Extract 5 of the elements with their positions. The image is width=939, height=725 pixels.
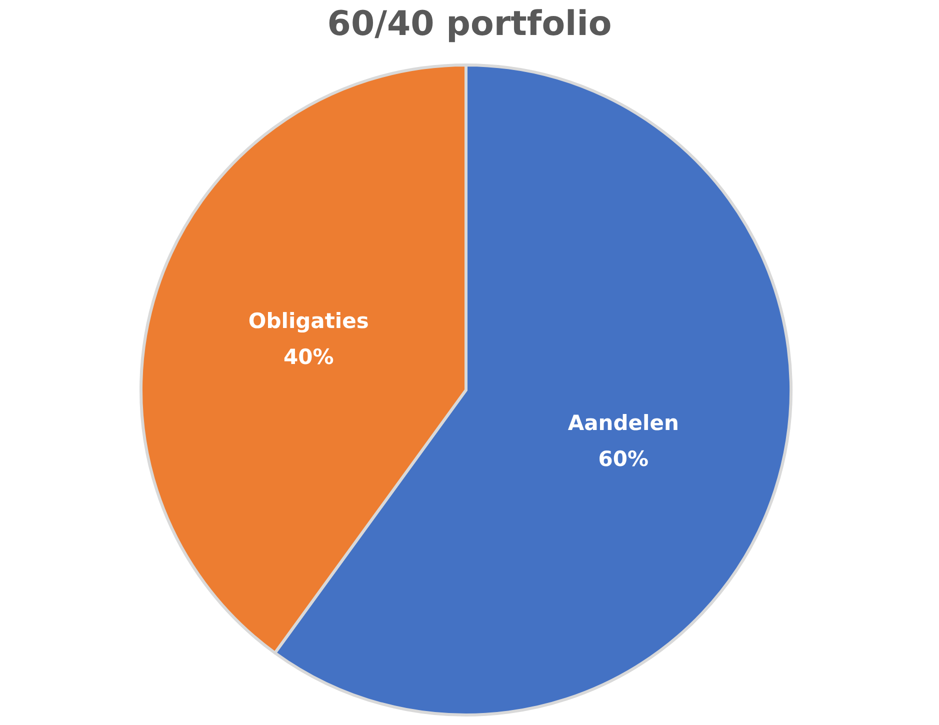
slice-label: Aandelen — [568, 411, 679, 436]
data-label: 40% — [283, 344, 334, 369]
data-label: 60% — [598, 447, 649, 472]
chart-title: 60/40 portfolio — [327, 4, 612, 44]
slice-label: Obligaties — [248, 308, 369, 333]
